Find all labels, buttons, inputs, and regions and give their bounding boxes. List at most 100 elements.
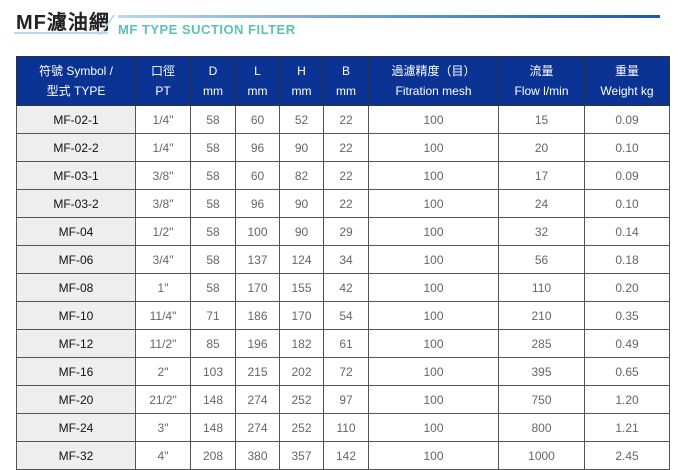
table-cell: 110 bbox=[498, 273, 585, 302]
table-cell: 1/2" bbox=[135, 217, 191, 246]
table-cell: 100 bbox=[368, 301, 499, 330]
table-cell: 0.10 bbox=[584, 133, 670, 162]
table-cell: 3" bbox=[135, 413, 191, 442]
table-cell: 58 bbox=[190, 245, 236, 274]
header-line2: 型式 TYPE bbox=[46, 84, 106, 98]
type-cell: MF-10 bbox=[16, 301, 136, 330]
table-cell: 148 bbox=[190, 413, 236, 442]
table-cell: 15 bbox=[498, 105, 585, 134]
header-line1: 口徑 bbox=[150, 64, 175, 78]
table-cell: 96 bbox=[235, 189, 280, 218]
table-cell: 100 bbox=[368, 329, 499, 358]
header-line1: 重量 bbox=[614, 64, 639, 78]
table-cell: 0.14 bbox=[584, 217, 670, 246]
table-cell: 90 bbox=[279, 189, 324, 218]
table-cell: 100 bbox=[368, 133, 499, 162]
table-row: MF-32 4" 208 380 357 142 100 1000 2.45 bbox=[16, 441, 670, 470]
header-line1: H bbox=[297, 64, 306, 78]
table-cell: 186 bbox=[235, 301, 280, 330]
table-cell: 124 bbox=[279, 245, 324, 274]
table-cell: 215 bbox=[235, 357, 280, 386]
table-cell: 252 bbox=[279, 385, 324, 414]
table-cell: 22 bbox=[323, 133, 369, 162]
table-cell: 61 bbox=[323, 329, 369, 358]
table-cell: 71 bbox=[190, 301, 236, 330]
table-cell: 100 bbox=[368, 245, 499, 274]
table-cell: 155 bbox=[279, 273, 324, 302]
type-cell: MF-03-1 bbox=[16, 161, 136, 190]
table-cell: 34 bbox=[323, 245, 369, 274]
table-row: MF-20 21/2" 148 274 252 97 100 750 1.20 bbox=[16, 385, 670, 414]
table-cell: 0.18 bbox=[584, 245, 670, 274]
table-cell: 110 bbox=[323, 413, 369, 442]
table-cell: 1000 bbox=[498, 441, 585, 470]
table-cell: 208 bbox=[190, 441, 236, 470]
table-cell: 1" bbox=[135, 273, 191, 302]
table-row: MF-02-2 1/4" 58 96 90 22 100 20 0.10 bbox=[16, 133, 670, 162]
type-cell: MF-16 bbox=[16, 357, 136, 386]
table-cell: 11/2" bbox=[135, 329, 191, 358]
type-cell: MF-08 bbox=[16, 273, 136, 302]
table-cell: 90 bbox=[279, 133, 324, 162]
table-cell: 0.09 bbox=[584, 161, 670, 190]
table-cell: 100 bbox=[368, 385, 499, 414]
table-cell: 0.10 bbox=[584, 189, 670, 218]
table-cell: 210 bbox=[498, 301, 585, 330]
table-cell: 58 bbox=[190, 161, 236, 190]
table-row: MF-10 11/4" 71 186 170 54 100 210 0.35 bbox=[16, 301, 670, 330]
table-row: MF-12 11/2" 85 196 182 61 100 285 0.49 bbox=[16, 329, 670, 358]
title-underline bbox=[14, 32, 108, 34]
table-cell: 4" bbox=[135, 441, 191, 470]
table-cell: 1.20 bbox=[584, 385, 670, 414]
table-cell: 357 bbox=[279, 441, 324, 470]
table-cell: 170 bbox=[235, 273, 280, 302]
table-cell: 58 bbox=[190, 273, 236, 302]
table-cell: 11/4" bbox=[135, 301, 191, 330]
header-line2: PT bbox=[155, 84, 171, 98]
table-cell: 100 bbox=[368, 189, 499, 218]
table-cell: 800 bbox=[498, 413, 585, 442]
header-line2: mm bbox=[203, 84, 223, 98]
type-cell: MF-24 bbox=[16, 413, 136, 442]
table-cell: 90 bbox=[279, 217, 324, 246]
table-cell: 285 bbox=[498, 329, 585, 358]
type-cell: MF-04 bbox=[16, 217, 136, 246]
header-line2: mm bbox=[291, 84, 312, 98]
table-cell: 2" bbox=[135, 357, 191, 386]
table-cell: 56 bbox=[498, 245, 585, 274]
header-line2: Weight kg bbox=[600, 84, 654, 98]
table-cell: 58 bbox=[190, 189, 236, 218]
type-cell: MF-02-1 bbox=[16, 105, 136, 134]
table-cell: 252 bbox=[279, 413, 324, 442]
table-cell: 24 bbox=[498, 189, 585, 218]
table-cell: 100 bbox=[368, 273, 499, 302]
header-line2: mm bbox=[247, 84, 268, 98]
type-cell: MF-32 bbox=[16, 441, 136, 470]
table-cell: 100 bbox=[368, 217, 499, 246]
table-cell: 100 bbox=[368, 357, 499, 386]
table-cell: 1/4" bbox=[135, 105, 191, 134]
table-cell: 3/4" bbox=[135, 245, 191, 274]
table-cell: 0.65 bbox=[584, 357, 670, 386]
table-cell: 100 bbox=[368, 105, 499, 134]
type-cell: MF-06 bbox=[16, 245, 136, 274]
table-cell: 21/2" bbox=[135, 385, 191, 414]
table-cell: 52 bbox=[279, 105, 324, 134]
table-cell: 100 bbox=[368, 161, 499, 190]
table-cell: 202 bbox=[279, 357, 324, 386]
type-cell: MF-12 bbox=[16, 329, 136, 358]
table-row: MF-03-1 3/8" 58 60 82 22 100 17 0.09 bbox=[16, 161, 670, 190]
table-cell: 196 bbox=[235, 329, 280, 358]
table-cell: 274 bbox=[235, 413, 280, 442]
table-cell: 22 bbox=[323, 189, 369, 218]
table-cell: 182 bbox=[279, 329, 324, 358]
table-row: MF-02-1 1/4" 58 60 52 22 100 15 0.09 bbox=[16, 105, 670, 134]
header-line bbox=[118, 15, 660, 18]
table-cell: 3/8" bbox=[135, 161, 191, 190]
table-cell: 0.20 bbox=[584, 273, 670, 302]
table-cell: 142 bbox=[323, 441, 369, 470]
table-cell: 100 bbox=[235, 217, 280, 246]
table-cell: 32 bbox=[498, 217, 585, 246]
